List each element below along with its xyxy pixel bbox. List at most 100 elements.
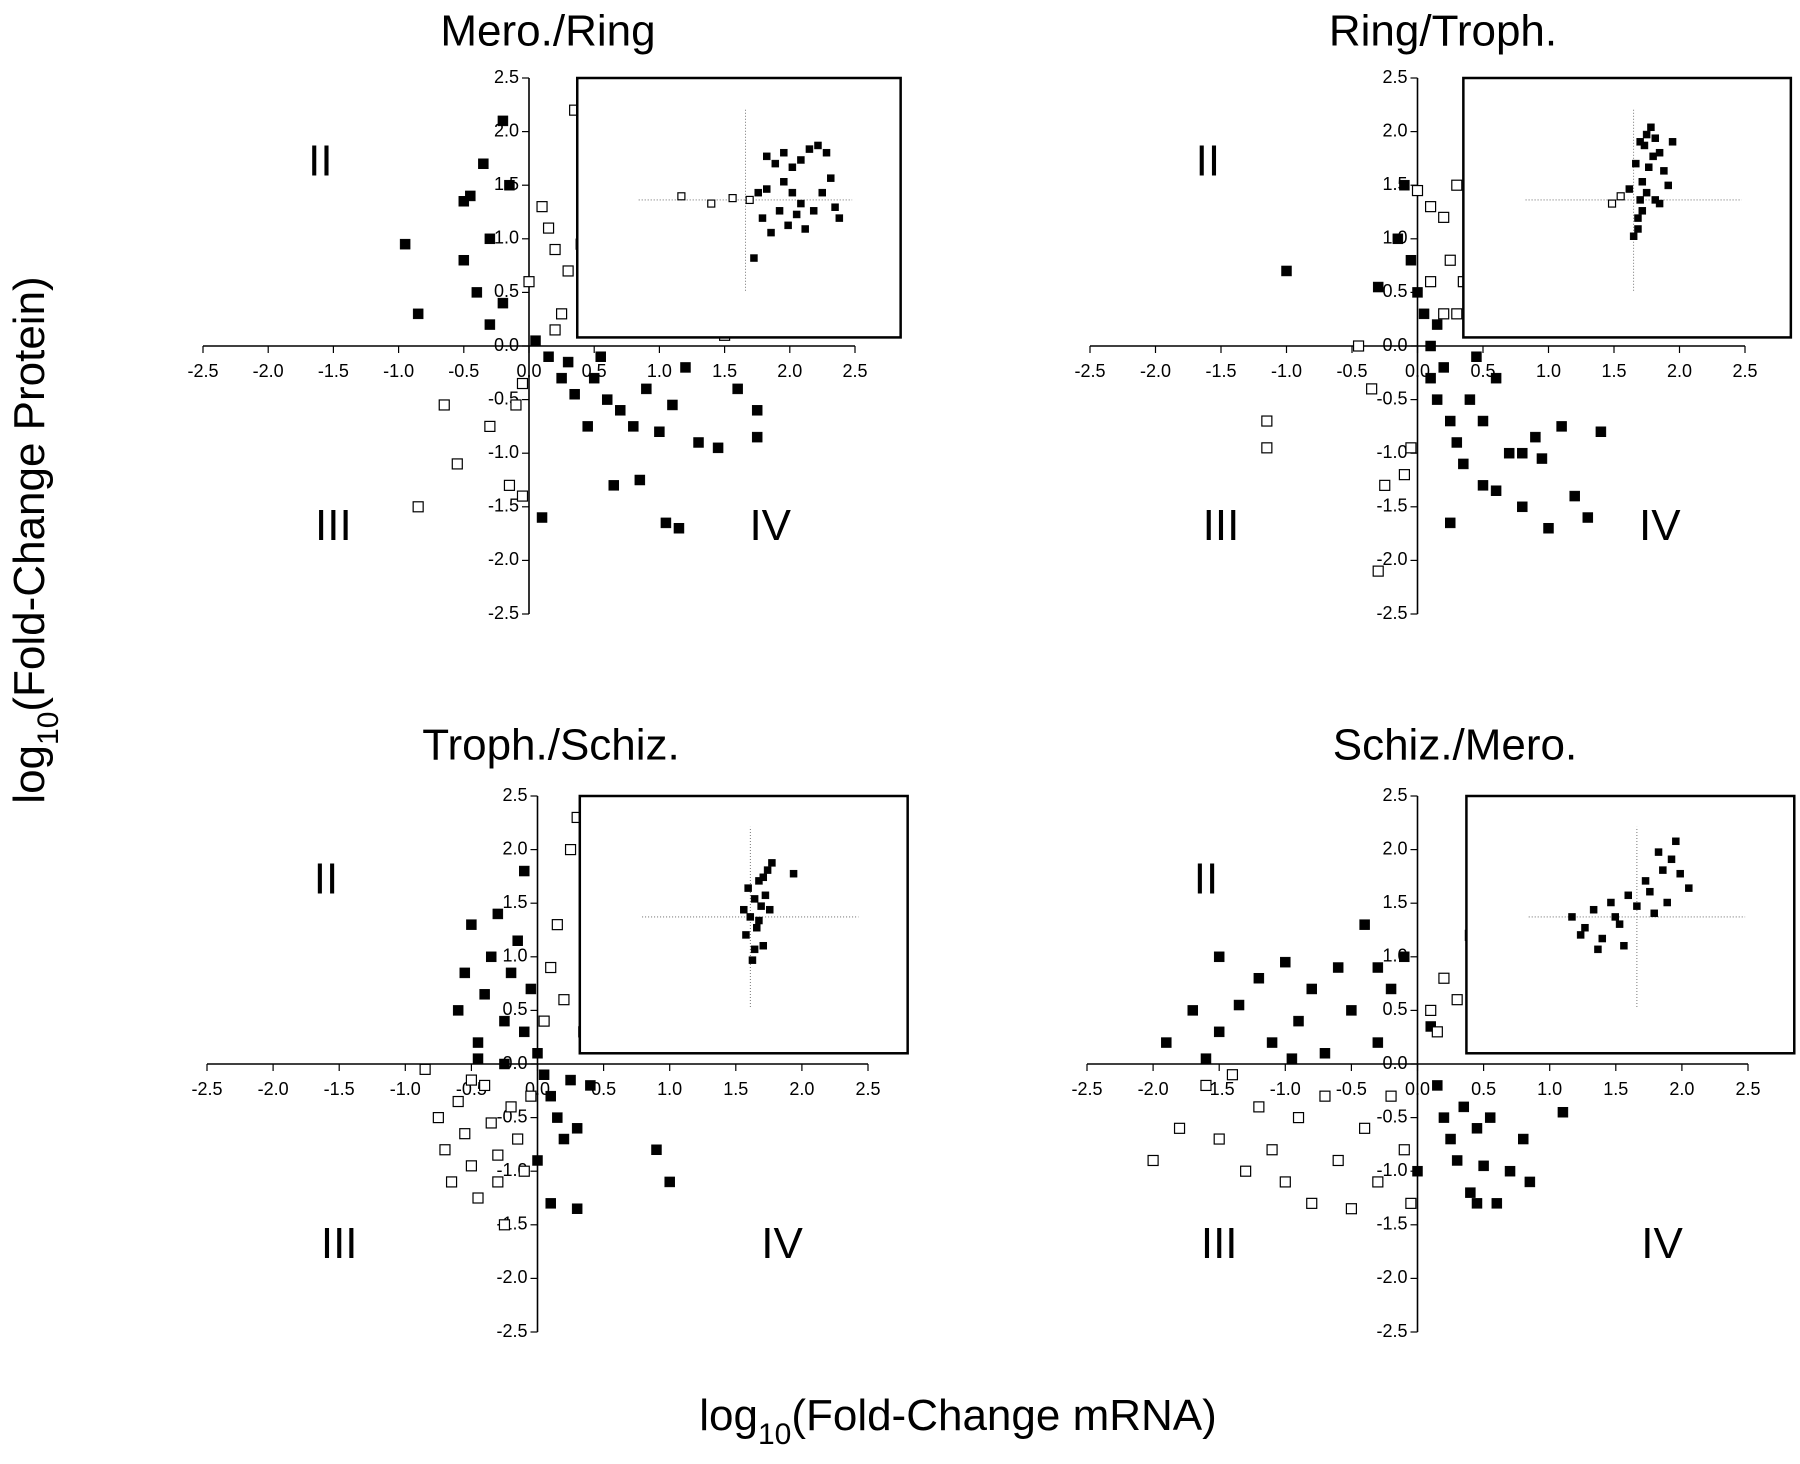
quadrant-label: II [1194, 854, 1218, 903]
x-tick-label: 1.5 [712, 361, 737, 381]
filled-marker [504, 179, 515, 191]
filled-marker [1445, 415, 1456, 427]
filled-marker [673, 522, 685, 534]
open-marker [439, 1144, 451, 1156]
filled-marker [797, 199, 805, 208]
filled-marker [664, 1176, 675, 1188]
filled-marker [1405, 254, 1417, 266]
filled-marker [1471, 1123, 1483, 1134]
open-marker [492, 1176, 504, 1188]
filled-marker [485, 951, 497, 963]
scatter-panel: Ring/Troph. -2.5 -2.0 -1.5 -1.0 -0.5 0.0 0.5 1.0… [1074, 7, 1793, 623]
filled-marker [1418, 308, 1430, 320]
filled-marker [805, 145, 814, 153]
open-marker [1411, 184, 1424, 197]
y-tick-label: -1.5 [488, 496, 519, 516]
filled-marker [641, 383, 652, 395]
filled-marker [1161, 1037, 1172, 1048]
filled-marker [1517, 501, 1528, 513]
open-marker [432, 1111, 444, 1124]
filled-marker [758, 214, 767, 222]
filled-marker [1478, 1160, 1489, 1172]
y-tick-label: -2.5 [496, 1321, 527, 1341]
filled-marker [1359, 919, 1370, 930]
y-tick-label: 2.5 [502, 785, 527, 805]
filled-marker [1556, 421, 1567, 432]
open-marker [555, 308, 568, 320]
filled-marker [1667, 855, 1676, 864]
y-tick-label: 2.0 [502, 838, 527, 858]
filled-marker [458, 254, 470, 266]
filled-marker [545, 1198, 556, 1209]
filled-marker [1490, 372, 1502, 384]
open-marker [536, 201, 548, 213]
filled-marker [759, 941, 768, 950]
y-tick-label: 0.0 [1382, 1053, 1407, 1073]
open-marker [1379, 479, 1391, 491]
open-marker [1438, 972, 1450, 984]
filled-marker [654, 426, 665, 438]
y-tick-label: -1.5 [1376, 496, 1407, 516]
open-marker [551, 919, 563, 931]
quadrant-label: IV [749, 501, 791, 550]
x-tick-label: 2.5 [842, 361, 867, 381]
open-marker [516, 490, 529, 502]
filled-marker [732, 383, 743, 395]
filled-marker [1636, 138, 1644, 146]
filled-marker [1636, 196, 1644, 204]
filled-marker [1676, 869, 1684, 878]
chart-title: Troph./Schiz. [422, 721, 680, 770]
x-tick-label: 0.5 [1471, 1079, 1496, 1099]
filled-marker [750, 895, 759, 903]
filled-marker [755, 916, 763, 925]
filled-marker [585, 1080, 596, 1091]
filled-marker [835, 214, 844, 222]
open-marker [1319, 1090, 1331, 1102]
filled-marker [784, 221, 792, 230]
filled-marker [797, 156, 805, 164]
open-marker [1431, 1026, 1443, 1038]
open-marker [510, 399, 522, 411]
filled-marker [556, 372, 567, 384]
open-marker [485, 1117, 497, 1129]
open-marker [503, 479, 516, 491]
x-tick-label: -1.0 [390, 1079, 421, 1099]
filled-marker [1445, 517, 1456, 529]
y-tick-label: 2.5 [1382, 67, 1407, 87]
filled-marker [1399, 951, 1410, 963]
filled-marker [558, 1133, 570, 1145]
open-marker [542, 222, 555, 234]
x-tick-label: -2.5 [187, 361, 218, 381]
open-marker [1451, 308, 1463, 320]
filled-marker [571, 1123, 583, 1134]
filled-marker [761, 891, 770, 900]
open-marker [1398, 1144, 1410, 1156]
filled-marker [497, 115, 509, 127]
y-tick-label: -1.0 [1376, 442, 1407, 462]
filled-marker [552, 1112, 563, 1123]
filled-marker [1607, 898, 1615, 907]
filled-marker [1281, 265, 1292, 277]
open-marker [1385, 1090, 1397, 1102]
quadrant-label: III [315, 501, 352, 550]
filled-marker [1594, 945, 1602, 954]
y-tick-label: 1.5 [502, 892, 527, 912]
open-marker [412, 501, 424, 513]
open-marker [1372, 1176, 1384, 1188]
filled-marker [497, 297, 509, 309]
x-tick-label: 0.5 [582, 361, 607, 381]
open-marker [445, 1176, 458, 1188]
filled-marker [1213, 951, 1225, 963]
filled-marker [1650, 909, 1658, 918]
y-tick-label: -0.5 [1376, 388, 1407, 408]
filled-marker [1598, 934, 1607, 943]
filled-marker [1484, 1112, 1496, 1123]
filled-marker [525, 983, 537, 995]
open-marker [1425, 1004, 1437, 1017]
filled-marker [831, 203, 839, 211]
open-marker [545, 961, 557, 974]
filled-marker [1465, 1187, 1476, 1198]
filled-marker [1319, 1048, 1331, 1059]
filled-marker [1451, 437, 1463, 448]
x-axis-title-part: (Fold-Change mRNA) [791, 1391, 1216, 1440]
